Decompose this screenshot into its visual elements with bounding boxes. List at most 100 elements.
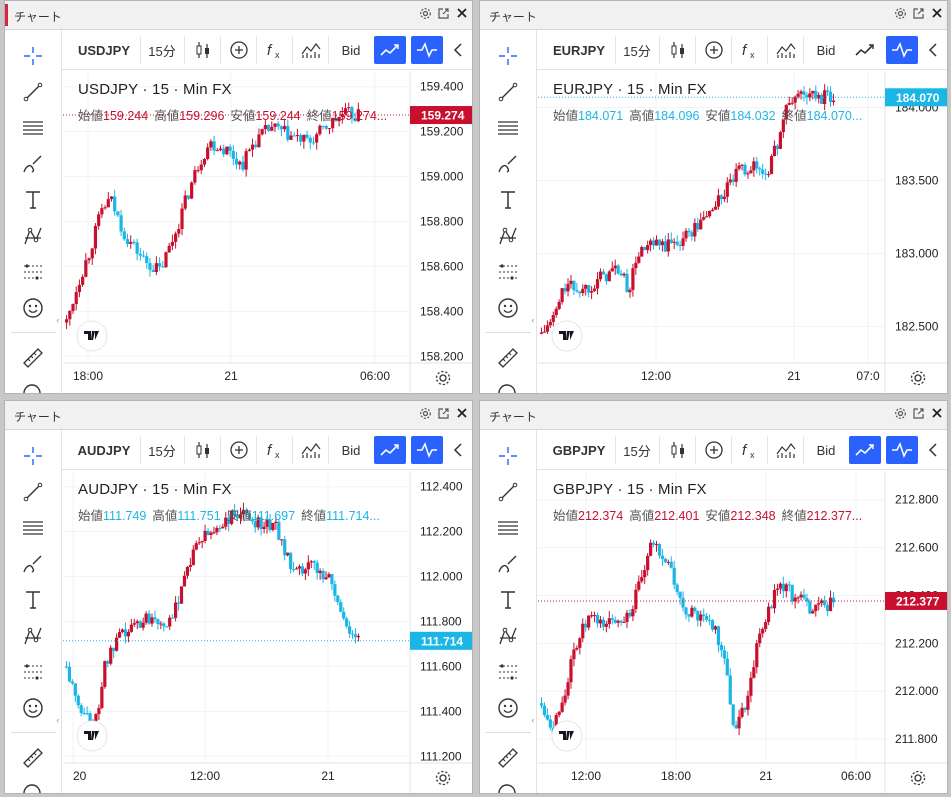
templates-icon[interactable] xyxy=(296,436,326,464)
fib-lines-icon[interactable] xyxy=(19,114,47,142)
crosshair-icon[interactable] xyxy=(494,42,522,70)
trendline-icon[interactable] xyxy=(494,478,522,506)
crosshair-icon[interactable] xyxy=(19,442,47,470)
collapse-toolbar-icon[interactable]: ‹ xyxy=(531,715,535,725)
text-icon[interactable] xyxy=(494,586,522,614)
popout-icon[interactable] xyxy=(912,7,925,22)
ruler-icon[interactable] xyxy=(19,344,47,372)
symbol-button[interactable]: AUDJPY xyxy=(77,442,131,458)
chart-area[interactable]: 159.400 159.200 159.000 158.800 158.600 158.4… xyxy=(63,71,472,393)
compare-add-icon[interactable] xyxy=(224,36,254,64)
crosshair-icon[interactable] xyxy=(19,42,47,70)
templates-icon[interactable] xyxy=(771,36,801,64)
zoom-icon[interactable] xyxy=(494,380,522,393)
window-titlebar[interactable]: チャート xyxy=(5,1,472,30)
tradingview-logo[interactable] xyxy=(76,720,108,752)
chart-type-line-icon[interactable] xyxy=(374,36,406,64)
chart-heartbeat-icon[interactable] xyxy=(886,36,918,64)
tradingview-logo[interactable] xyxy=(551,720,583,752)
settings-gear-icon[interactable] xyxy=(910,370,926,386)
popout-icon[interactable] xyxy=(437,407,450,422)
zoom-icon[interactable] xyxy=(19,780,47,793)
price-source-button[interactable]: Bid xyxy=(816,42,836,58)
trendline-icon[interactable] xyxy=(19,78,47,106)
price-source-button[interactable]: Bid xyxy=(341,42,361,58)
chart-heartbeat-icon[interactable] xyxy=(886,436,918,464)
gear-icon[interactable] xyxy=(894,407,907,422)
window-titlebar[interactable]: チャート xyxy=(480,401,947,430)
price-source-button[interactable]: Bid xyxy=(341,442,361,458)
popout-icon[interactable] xyxy=(912,407,925,422)
ruler-icon[interactable] xyxy=(494,744,522,772)
chart-heartbeat-icon[interactable] xyxy=(411,436,443,464)
prediction-icon[interactable] xyxy=(19,658,47,686)
settings-gear-icon[interactable] xyxy=(435,370,451,386)
close-icon[interactable] xyxy=(455,407,468,422)
collapse-toolbar-icon[interactable]: ‹ xyxy=(56,715,60,725)
zoom-icon[interactable] xyxy=(19,380,47,393)
fib-lines-icon[interactable] xyxy=(19,514,47,542)
chart-area[interactable]: 212.800212.600212.400212.200212.000211.8… xyxy=(538,471,947,793)
chart-area[interactable]: 112.400 112.200 112.000 111.800 111.600 111.4… xyxy=(63,471,472,793)
text-icon[interactable] xyxy=(494,186,522,214)
ruler-icon[interactable] xyxy=(19,744,47,772)
symbol-button[interactable]: GBPJPY xyxy=(552,442,606,458)
interval-button[interactable]: 15分 xyxy=(148,443,176,459)
gear-icon[interactable] xyxy=(419,7,432,22)
window-titlebar[interactable]: チャート xyxy=(480,1,947,30)
pattern-icon[interactable] xyxy=(494,222,522,250)
zoom-icon[interactable] xyxy=(494,780,522,793)
settings-gear-icon[interactable] xyxy=(435,770,451,786)
ruler-icon[interactable] xyxy=(494,344,522,372)
interval-button[interactable]: 15分 xyxy=(148,43,176,59)
collapse-toolbar-icon[interactable]: ‹ xyxy=(56,315,60,325)
pattern-icon[interactable] xyxy=(19,622,47,650)
chart-type-line-icon[interactable] xyxy=(849,436,881,464)
templates-icon[interactable] xyxy=(771,436,801,464)
tradingview-logo[interactable] xyxy=(551,320,583,352)
chart-heartbeat-icon[interactable] xyxy=(411,36,443,64)
emoji-icon[interactable] xyxy=(19,294,47,322)
prediction-icon[interactable] xyxy=(19,258,47,286)
templates-icon[interactable] xyxy=(296,36,326,64)
fib-lines-icon[interactable] xyxy=(494,114,522,142)
candle-style-icon[interactable] xyxy=(188,36,218,64)
trendline-icon[interactable] xyxy=(494,78,522,106)
symbol-button[interactable]: USDJPY xyxy=(77,42,131,58)
collapse-toolbar-icon[interactable]: ‹ xyxy=(531,315,535,325)
compare-add-icon[interactable] xyxy=(699,436,729,464)
candle-style-icon[interactable] xyxy=(663,436,693,464)
fib-lines-icon[interactable] xyxy=(494,514,522,542)
gear-icon[interactable] xyxy=(419,407,432,422)
close-icon[interactable] xyxy=(930,407,943,422)
window-titlebar[interactable]: チャート xyxy=(5,401,472,430)
tradingview-logo[interactable] xyxy=(76,320,108,352)
overflow-icon[interactable] xyxy=(923,36,943,64)
price-source-button[interactable]: Bid xyxy=(816,442,836,458)
text-icon[interactable] xyxy=(19,186,47,214)
close-icon[interactable] xyxy=(455,7,468,22)
chart-type-line-icon[interactable] xyxy=(374,436,406,464)
trendline-icon[interactable] xyxy=(19,478,47,506)
compare-add-icon[interactable] xyxy=(224,436,254,464)
gear-icon[interactable] xyxy=(894,7,907,22)
compare-add-icon[interactable] xyxy=(699,36,729,64)
crosshair-icon[interactable] xyxy=(494,442,522,470)
prediction-icon[interactable] xyxy=(494,258,522,286)
brush-icon[interactable] xyxy=(19,150,47,178)
brush-icon[interactable] xyxy=(494,550,522,578)
symbol-button[interactable]: EURJPY xyxy=(552,42,606,58)
candle-style-icon[interactable] xyxy=(663,36,693,64)
settings-gear-icon[interactable] xyxy=(910,770,926,786)
chart-area[interactable]: 184.000 183.500 183.000 182.500 12:00 21 07:0 1… xyxy=(538,71,947,393)
emoji-icon[interactable] xyxy=(19,694,47,722)
overflow-icon[interactable] xyxy=(448,36,468,64)
pattern-icon[interactable] xyxy=(494,622,522,650)
close-icon[interactable] xyxy=(930,7,943,22)
prediction-icon[interactable] xyxy=(494,658,522,686)
overflow-icon[interactable] xyxy=(448,436,468,464)
